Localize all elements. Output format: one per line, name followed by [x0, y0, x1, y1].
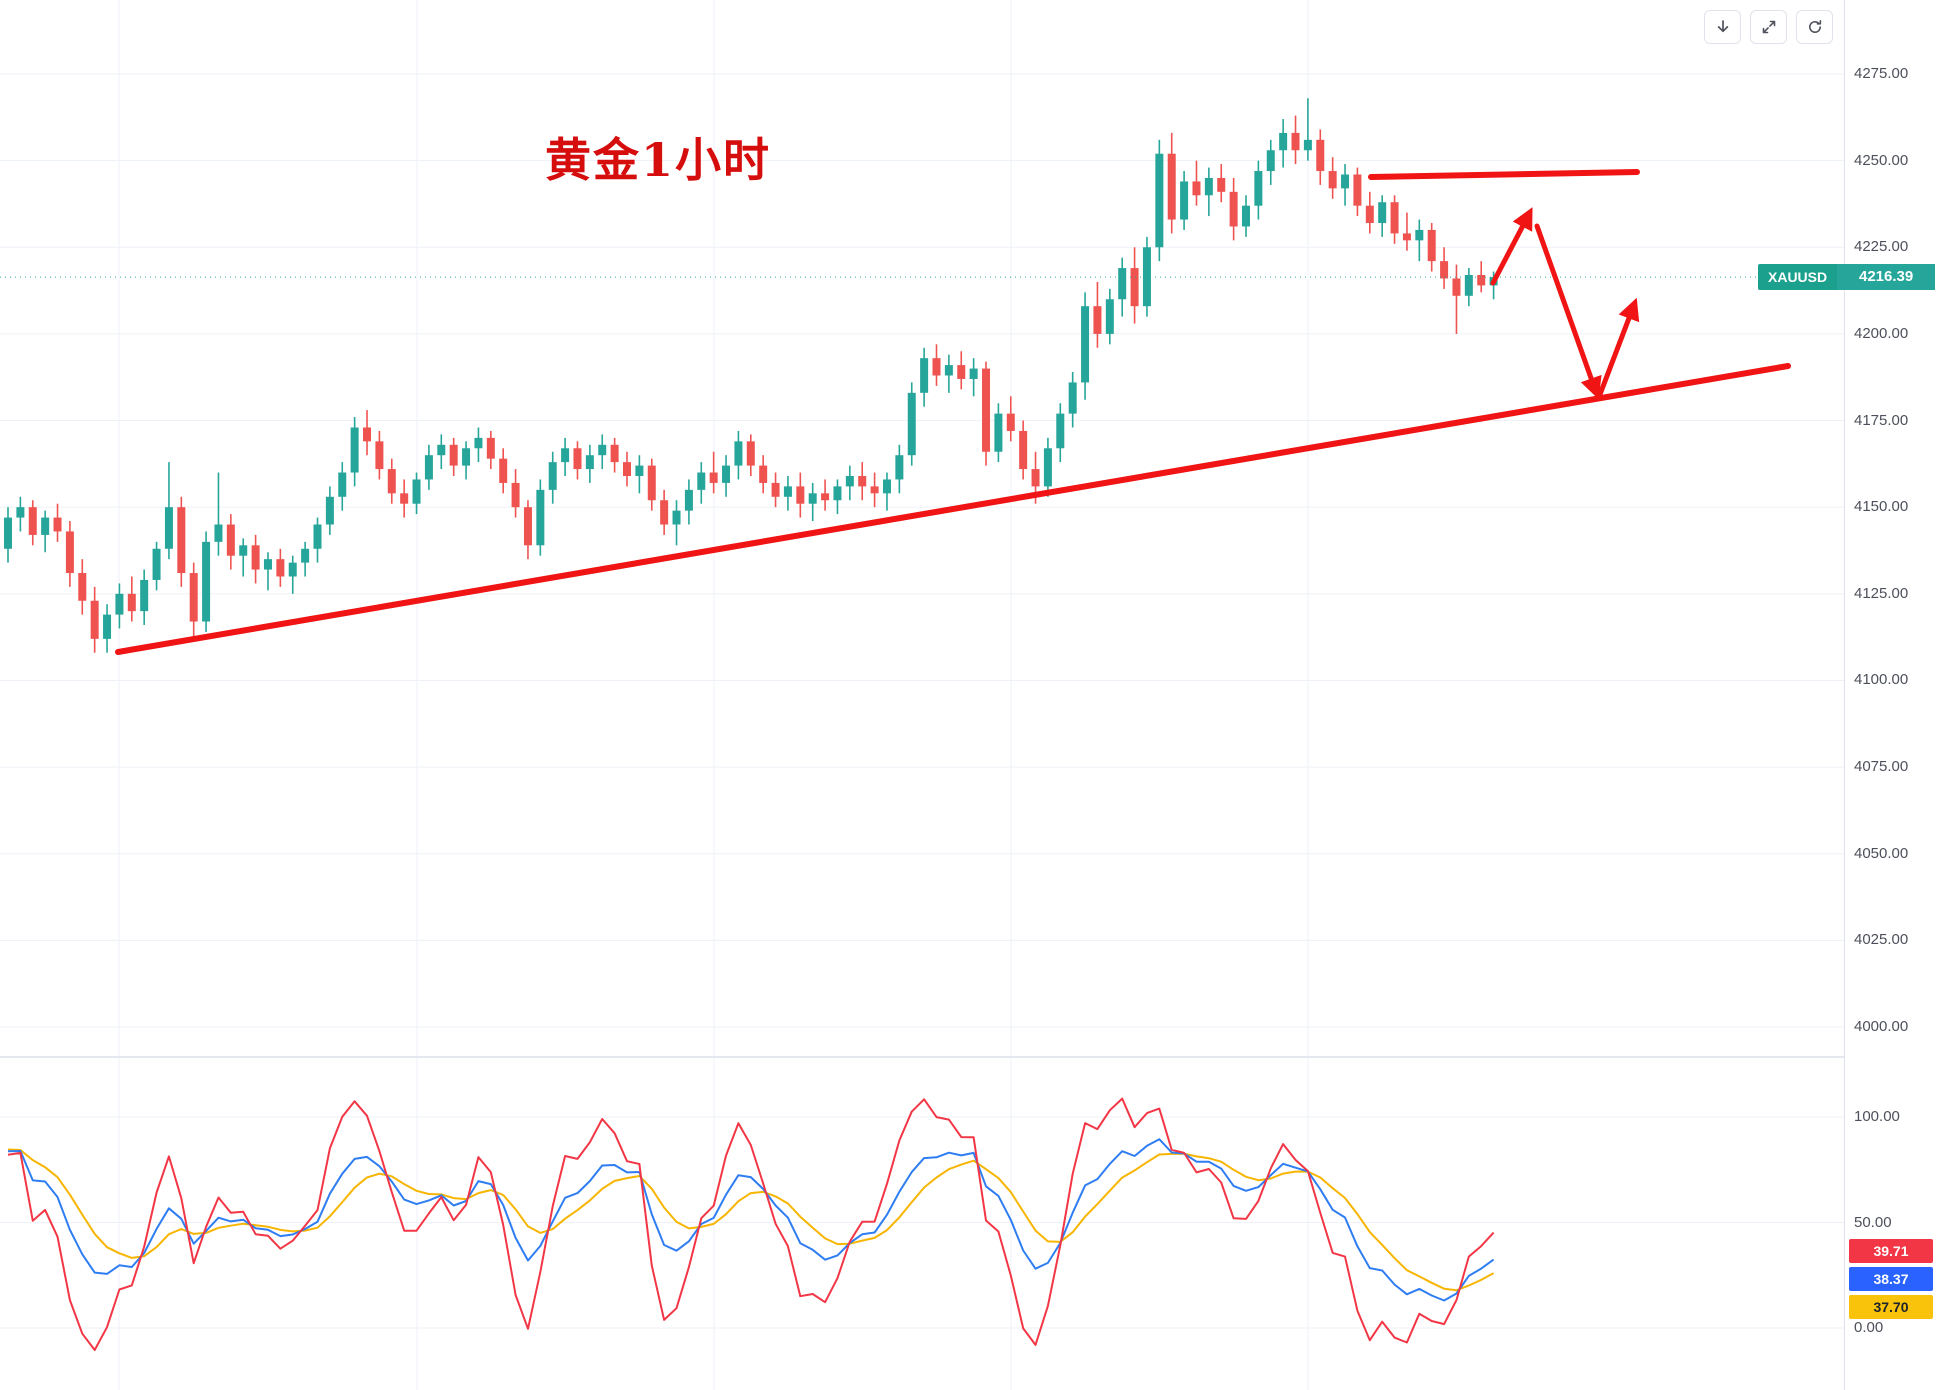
stoch-j-value-badge: 39.71 — [1849, 1239, 1933, 1263]
forecast-arrows-drawing[interactable] — [1490, 207, 1640, 400]
stochastic-panel[interactable] — [0, 1058, 1844, 1390]
price-axis-label: 4200.00 — [1854, 324, 1909, 342]
symbol-label: XAUUSD — [1758, 264, 1838, 290]
price-axis-label: 4025.00 — [1854, 931, 1909, 949]
scroll-down-button[interactable] — [1704, 10, 1741, 44]
price-axis-label: 4100.00 — [1854, 671, 1909, 689]
maximize-pane-button[interactable] — [1750, 10, 1787, 44]
stoch-d-value-badge: 37.70 — [1849, 1295, 1933, 1319]
chart-toolbar — [1704, 10, 1833, 44]
candlestick-chart[interactable] — [0, 0, 1844, 1058]
last-price-badge: XAUUSD 4216.39 — [1758, 264, 1936, 290]
reset-view-button[interactable] — [1796, 10, 1833, 44]
reset-view-icon — [1808, 20, 1821, 33]
trendline-drawing[interactable] — [115, 363, 1791, 655]
price-axis-label: 4250.00 — [1854, 151, 1909, 169]
arrow-down-icon — [1717, 20, 1728, 33]
resistance-line-drawing[interactable] — [1368, 169, 1640, 180]
indicator-axis-label: 100.00 — [1854, 1108, 1900, 1125]
maximize-pane-icon — [1762, 20, 1775, 34]
price-axis-label: 4275.00 — [1854, 65, 1909, 82]
price-axis-label: 4000.00 — [1854, 1018, 1909, 1035]
indicator-lines-layer — [7, 1097, 1495, 1351]
price-axis-label: 4075.00 — [1854, 758, 1909, 776]
price-axis-label: 4050.00 — [1854, 844, 1909, 862]
last-price-value: 4216.39 — [1837, 264, 1936, 290]
indicator-axis-label: 0.00 — [1854, 1319, 1884, 1336]
price-axis-label: 4150.00 — [1854, 498, 1909, 516]
candles-layer — [4, 98, 1498, 653]
price-axis-label: 4175.00 — [1854, 411, 1909, 429]
chart-text-annotation[interactable]: 黄金1小时 — [545, 133, 772, 187]
price-scale[interactable]: 4275.00 4250.00 4225.00 4200.00 4175.00 4150.… — [1844, 0, 1941, 1390]
price-axis-label: 4125.00 — [1854, 584, 1909, 602]
price-axis-label: 4225.00 — [1854, 238, 1909, 256]
indicator-grid-layer — [0, 1058, 1844, 1390]
grid-layer — [0, 0, 1844, 1058]
pane-separator[interactable] — [0, 1056, 1941, 1058]
indicator-axis-label: 50.00 — [1854, 1213, 1892, 1231]
stoch-k-value-badge: 38.37 — [1849, 1267, 1933, 1291]
